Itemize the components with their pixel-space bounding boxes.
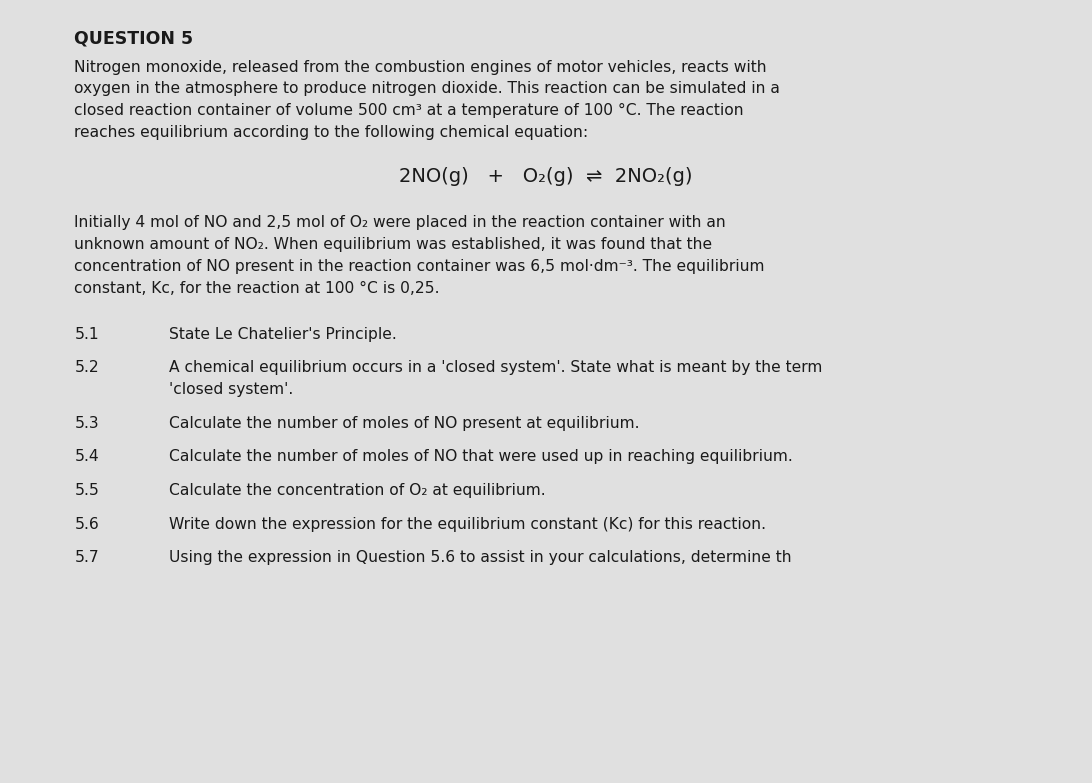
Text: 'closed system'.: 'closed system'. (169, 382, 294, 397)
Text: 5.3: 5.3 (74, 416, 99, 431)
Text: unknown amount of NO₂. When equilibrium was established, it was found that the: unknown amount of NO₂. When equilibrium … (74, 237, 712, 252)
Text: Nitrogen monoxide, released from the combustion engines of motor vehicles, react: Nitrogen monoxide, released from the com… (74, 60, 767, 74)
Text: reaches equilibrium according to the following chemical equation:: reaches equilibrium according to the fol… (74, 125, 589, 140)
Text: Initially 4 mol of NO and 2,5 mol of O₂ were placed in the reaction container wi: Initially 4 mol of NO and 2,5 mol of O₂ … (74, 215, 726, 230)
Text: concentration of NO present in the reaction container was 6,5 mol·dm⁻³. The equi: concentration of NO present in the react… (74, 259, 764, 274)
Text: 5.4: 5.4 (74, 449, 99, 464)
Text: oxygen in the atmosphere to produce nitrogen dioxide. This reaction can be simul: oxygen in the atmosphere to produce nitr… (74, 81, 780, 96)
Text: Using the expression in Question 5.6 to assist in your calculations, determine t: Using the expression in Question 5.6 to … (169, 550, 792, 565)
Text: 5.5: 5.5 (74, 483, 99, 498)
Text: Calculate the number of moles of NO present at equilibrium.: Calculate the number of moles of NO pres… (169, 416, 640, 431)
Text: Write down the expression for the equilibrium constant (Kᴄ) for this reaction.: Write down the expression for the equili… (169, 517, 767, 532)
Text: Calculate the concentration of O₂ at equilibrium.: Calculate the concentration of O₂ at equ… (169, 483, 546, 498)
Text: 5.1: 5.1 (74, 327, 99, 341)
Text: closed reaction container of volume 500 cm³ at a temperature of 100 °C. The reac: closed reaction container of volume 500 … (74, 103, 744, 118)
Text: QUESTION 5: QUESTION 5 (74, 30, 193, 48)
Text: 5.2: 5.2 (74, 360, 99, 375)
Text: 5.6: 5.6 (74, 517, 99, 532)
Text: 2NO(g)   +   O₂(g)  ⇌  2NO₂(g): 2NO(g) + O₂(g) ⇌ 2NO₂(g) (400, 167, 692, 186)
Text: 5.7: 5.7 (74, 550, 99, 565)
Text: State Le Chatelier's Principle.: State Le Chatelier's Principle. (169, 327, 397, 341)
Text: constant, Kᴄ, for the reaction at 100 °C is 0,25.: constant, Kᴄ, for the reaction at 100 °C… (74, 281, 440, 296)
Text: A chemical equilibrium occurs in a 'closed system'. State what is meant by the t: A chemical equilibrium occurs in a 'clos… (169, 360, 822, 375)
Text: Calculate the number of moles of NO that were used up in reaching equilibrium.: Calculate the number of moles of NO that… (169, 449, 793, 464)
